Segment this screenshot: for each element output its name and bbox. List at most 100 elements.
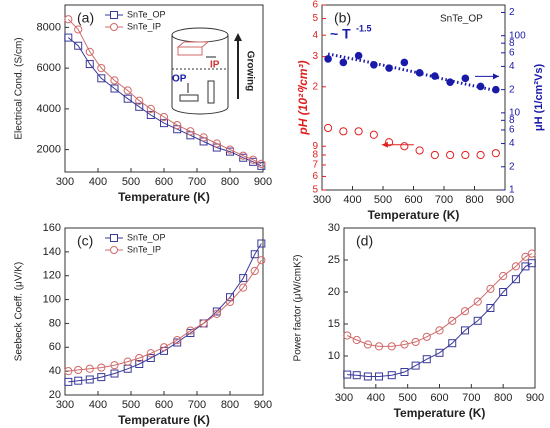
y2-tick-label: 2: [509, 7, 515, 18]
marker: [499, 288, 508, 296]
marker: [473, 316, 482, 325]
plot-frame: [343, 227, 536, 389]
y2-axis-label: μH (1/cm²Vs): [533, 64, 545, 132]
y-tick-label: 8000: [37, 21, 61, 33]
panel-label: (c): [77, 233, 93, 249]
marker: [85, 364, 94, 373]
x-tick-label: 400: [367, 392, 385, 404]
marker: [97, 363, 106, 372]
y2-tick-label: 6: [509, 47, 515, 58]
series-line: [67, 37, 262, 167]
marker: [354, 51, 363, 60]
marker: [64, 377, 73, 386]
x-tick-label: 300: [335, 392, 353, 404]
marker: [250, 250, 259, 259]
marker: [257, 256, 266, 265]
y-tick-label: 6: [312, 171, 318, 182]
y2-tick-label: 6: [509, 125, 515, 136]
marker: [400, 142, 409, 151]
marker: [476, 82, 485, 91]
marker: [352, 335, 361, 345]
x-axis-label: Temperature (K): [368, 208, 460, 222]
x-tick-label: 500: [122, 399, 140, 411]
y-tick-label: 120: [43, 270, 61, 282]
marker: [369, 130, 378, 139]
marker: [415, 146, 424, 155]
marker: [249, 155, 258, 164]
marker: [527, 249, 536, 258]
x-tick-label: 600: [155, 176, 173, 188]
inset-schematic: IP OP Growing: [171, 27, 255, 115]
x-tick-label: 600: [404, 194, 422, 206]
legend-marker: [110, 23, 118, 31]
marker: [339, 58, 348, 67]
marker: [123, 86, 132, 95]
marker: [400, 58, 409, 67]
marker: [159, 343, 169, 352]
marker: [339, 127, 348, 136]
x-tick-label: 900: [496, 194, 514, 206]
marker: [135, 353, 144, 363]
marker: [123, 357, 132, 366]
x-tick-label: 900: [254, 399, 272, 411]
marker: [374, 342, 384, 351]
y2-tick-label: 100: [509, 30, 526, 41]
cylinder-body: [171, 35, 229, 115]
x-tick-label: 900: [526, 392, 544, 404]
marker: [411, 337, 420, 347]
x-tick-label: 300: [313, 194, 331, 206]
y2-tick-label: 10: [509, 107, 521, 118]
marker: [460, 307, 470, 316]
marker: [64, 367, 73, 376]
y-tick-label: 40: [49, 365, 61, 377]
fit-label: ~ T: [330, 26, 351, 42]
x-tick-label: 500: [122, 176, 140, 188]
marker: [110, 369, 119, 378]
marker: [430, 150, 439, 160]
y-tick-label: 2000: [37, 144, 61, 156]
y-tick-label: 10: [328, 350, 340, 362]
y2-tick-label: 8: [509, 38, 515, 49]
legend-label: SnTe_IP: [127, 244, 161, 254]
y2-tick-label: 2: [509, 84, 515, 95]
annotation: SnTe_OP: [440, 14, 483, 25]
x-tick-label: 700: [435, 194, 453, 206]
marker: [212, 307, 221, 316]
arrow-head: [381, 141, 388, 148]
marker: [239, 151, 248, 160]
y-tick-label: 8: [312, 150, 318, 161]
marker: [387, 371, 396, 380]
legend-marker: [110, 234, 118, 242]
y-tick-label: 25: [328, 254, 340, 266]
x-tick-label: 600: [155, 399, 173, 411]
marker: [186, 326, 195, 335]
plot-frame: [64, 227, 264, 396]
marker: [97, 74, 106, 83]
y-tick-label: 60: [49, 341, 61, 353]
inset-label: OP: [172, 74, 187, 85]
legend-label: SnTe_OP: [127, 9, 166, 19]
series-line: [68, 243, 262, 383]
x-tick-label: 800: [221, 176, 239, 188]
marker: [74, 25, 83, 34]
series-line: [347, 262, 533, 377]
x-tick-label: 900: [254, 176, 272, 188]
x-tick-label: 300: [56, 399, 74, 411]
marker: [422, 355, 431, 364]
y-tick-label: 9: [312, 141, 318, 152]
marker: [225, 145, 235, 154]
marker: [146, 354, 155, 363]
marker: [225, 297, 235, 307]
marker: [212, 139, 221, 148]
marker: [97, 373, 106, 382]
x-tick-label: 500: [398, 392, 416, 404]
marker: [521, 252, 530, 261]
marker: [476, 150, 485, 160]
marker: [239, 283, 248, 292]
x-tick-label: 500: [374, 194, 392, 206]
marker: [159, 112, 169, 122]
x-tick-label: 800: [494, 392, 512, 404]
legend-marker: [110, 246, 118, 254]
marker: [173, 121, 182, 130]
x-tick-label: 800: [221, 399, 239, 411]
